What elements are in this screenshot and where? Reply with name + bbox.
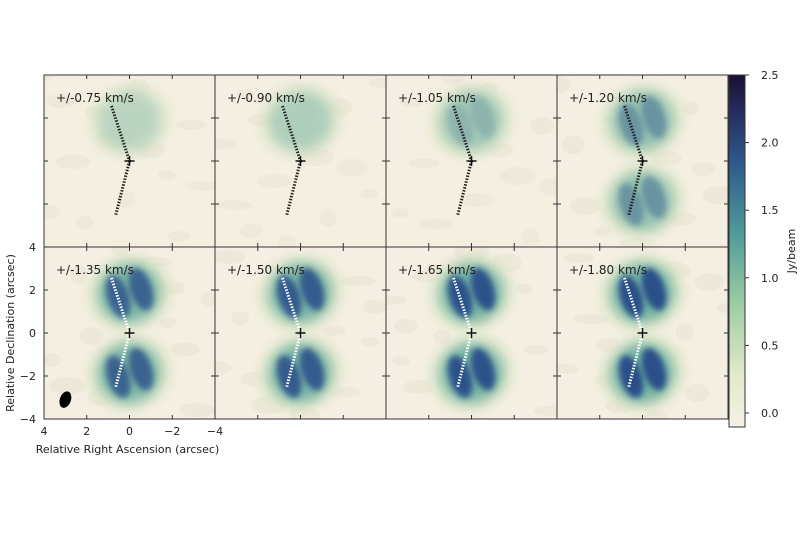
colorbar-label: Jy/beam [785,229,798,275]
y-tick-label: −4 [20,413,36,426]
upper-lobe [428,82,515,160]
outflow-axis-lower [114,160,131,217]
colorbar-tick-label: 0.5 [761,339,779,352]
outflow-axis-upper [110,105,131,162]
x-tick-label: 4 [41,425,48,438]
outflow-axis-upper [452,277,473,334]
channel-panel: +/-0.75 km/s [43,74,216,248]
velocity-label: +/-1.50 km/s [227,263,305,277]
velocity-label: +/-1.80 km/s [569,263,647,277]
colorbar-gradient [728,74,746,428]
lower-lobe [599,334,686,412]
outflow-axis-lower [627,332,644,389]
velocity-label: +/-1.35 km/s [56,263,134,277]
outflow-axis-upper [281,105,302,162]
velocity-label: +/-1.65 km/s [398,263,476,277]
y-axis-label: Relative Declination (arcsec) [4,254,17,412]
velocity-label: +/-1.20 km/s [569,91,647,105]
outflow-axis-upper [452,105,473,162]
x-axis-label: Relative Right Ascension (arcsec) [36,443,220,456]
channel-panel: +/-1.80 km/s [556,246,729,420]
y-tick-label: 0 [29,327,36,340]
colorbar-tick-label: 0.0 [761,407,779,420]
colorbar-tick-label: 2.0 [761,137,779,150]
outflow-axis-lower [456,160,473,217]
upper-lobe [257,82,344,160]
outflow-axis-lower [285,332,302,389]
upper-lobe [599,82,686,160]
colorbar-tick-label: 1.0 [761,272,779,285]
x-tick-label: 0 [126,425,133,438]
outflow-axis-upper [623,277,644,334]
y-tick-label: −2 [20,370,36,383]
x-tick-label: 2 [83,425,90,438]
colorbar-tick-label: 2.5 [761,69,779,82]
channel-panel: +/-1.05 km/s [385,74,558,248]
x-tick-label: −4 [207,425,223,438]
velocity-label: +/-0.90 km/s [227,91,305,105]
beam-ellipse [59,391,72,408]
velocity-label: +/-1.05 km/s [398,91,476,105]
y-tick-label: 4 [29,241,36,254]
colorbar-tick-label: 1.5 [761,204,779,217]
upper-lobe [86,82,173,160]
outflow-axis-lower [114,332,131,389]
upper-lobe [599,254,686,332]
lower-lobe [428,334,515,412]
outflow-axis-upper [623,105,644,162]
outflow-axis-upper [281,277,302,334]
colorbar: 0.0 0.5 1.0 1.5 2.0 2.5 Jy/beam [728,69,798,428]
channel-panel: +/-0.90 km/s [214,74,387,248]
outflow-axis-lower [456,332,473,389]
outflow-axis-lower [627,160,644,217]
outflow-axis-upper [110,277,131,334]
upper-lobe [86,254,173,332]
velocity-label: +/-0.75 km/s [56,91,134,105]
y-tick-label: 2 [29,284,36,297]
channel-panel: +/-1.20 km/s [556,74,729,248]
upper-lobe [257,254,344,332]
channel-panel: +/-1.65 km/s [385,246,558,420]
channel-panel: +/-1.50 km/s [214,246,387,420]
upper-lobe [428,254,515,332]
x-tick-label: −2 [164,425,180,438]
outflow-axis-lower [285,160,302,217]
channel-panel: +/-1.35 km/s [43,246,216,420]
